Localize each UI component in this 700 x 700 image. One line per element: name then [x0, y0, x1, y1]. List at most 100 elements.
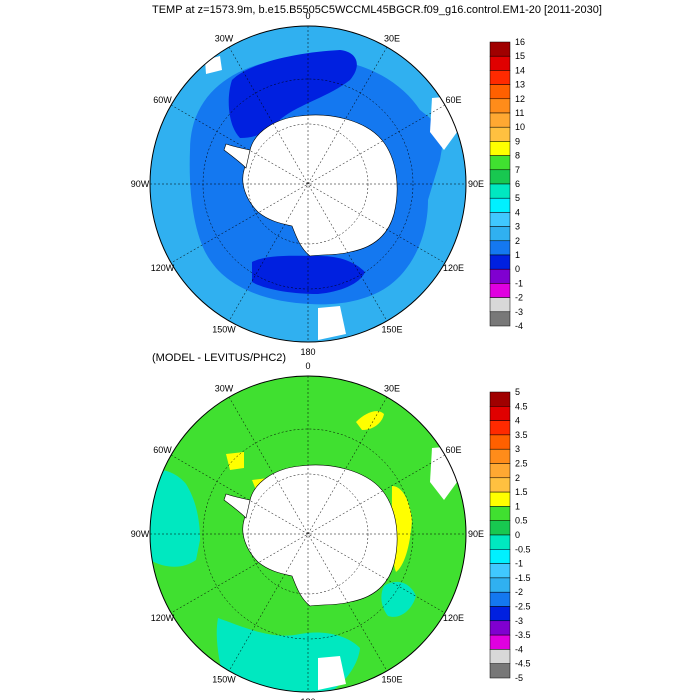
bottom-colorbar-label: -4.5 [515, 659, 531, 669]
top-colorbar-label: 6 [515, 179, 520, 189]
bottom-colorbar-box [489, 634, 511, 650]
bottom-lon-label: 180 [300, 697, 315, 700]
bottom-lon-label: 120W [151, 613, 175, 623]
bottom-lon-label: 60W [153, 445, 172, 455]
bottom-map-border [149, 375, 467, 693]
bottom-colorbar-label: 4 [515, 416, 520, 426]
bottom-colorbar-box [489, 420, 511, 436]
bottom-colorbar-box [489, 606, 511, 622]
top-colorbar-box [489, 141, 511, 156]
top-colorbar-box [489, 112, 511, 128]
bottom-yellow-patch-2 [356, 411, 384, 430]
bottom-colorbar-label: 3.5 [515, 430, 528, 440]
top-colorbar-box [489, 126, 511, 142]
bottom-lon-label: 90W [131, 529, 150, 539]
top-missing-data-2 [318, 306, 346, 340]
top-colorbar-label: 15 [515, 51, 525, 61]
top-colorbar-box [489, 254, 511, 270]
top-colorbar-label: 10 [515, 122, 525, 132]
bottom-colorbar-label: -5 [515, 673, 523, 683]
top-colorbar-box [489, 311, 511, 327]
top-colorbar-box [489, 169, 511, 185]
bottom-colorbar-box [489, 463, 511, 479]
top-lon-label: 0 [305, 11, 310, 21]
bottom-colorbar-label: 0.5 [515, 516, 528, 526]
bottom-colorbar-box [489, 620, 511, 636]
bottom-colorbar-box [489, 591, 511, 607]
top-colorbar-box [489, 55, 511, 71]
top-colorbar-label: 13 [515, 80, 525, 90]
bottom-map-title: (MODEL - LEVITUS/PHC2) [152, 352, 287, 364]
top-lon-label: 90E [468, 179, 484, 189]
bottom-colorbar-label: -1.5 [515, 573, 531, 583]
top-antarctica [242, 114, 398, 257]
bottom-lon-label: 120E [443, 613, 464, 623]
bottom-colorbar-label: 4.5 [515, 401, 528, 411]
top-colorbar-label: 4 [515, 207, 520, 217]
top-lon-label: 120W [151, 263, 175, 273]
bottom-colorbar-box [489, 520, 511, 536]
top-lon-label: 150W [212, 325, 236, 335]
bottom-colorbar-label: 0 [515, 530, 520, 540]
bottom-colorbar-box [489, 406, 511, 421]
bottom-colorbar-label: -4 [515, 644, 523, 654]
top-map-title: TEMP at z=1573.9m, b.e15.B5505C5WCCML45B… [152, 4, 602, 16]
bottom-colorbar-box [489, 491, 511, 507]
top-colorbar-label: -2 [515, 293, 523, 303]
top-colorbar-label: -1 [515, 278, 523, 288]
bottom-colorbar-box [489, 549, 511, 564]
top-colorbar-box [489, 226, 511, 242]
top-colorbar-box [489, 41, 511, 57]
bottom-lon-label: 150W [212, 675, 236, 685]
bottom-lon-label: 30E [384, 384, 400, 394]
bottom-longitude-labels: 0 30E 60E 90E 120E 150E 180 150W 120W 90W 60W 30W [131, 361, 484, 700]
bottom-lon-label: 150E [381, 675, 402, 685]
top-colorbar-box [489, 297, 511, 313]
top-map-border [149, 25, 467, 343]
top-colorbar-box [489, 283, 511, 298]
bottom-colorbar-box [489, 563, 511, 579]
top-colorbar-box [489, 240, 511, 256]
top-colorbar-label: 16 [515, 37, 525, 47]
bottom-colorbar-box [489, 477, 511, 493]
bottom-cyan-region-west [150, 469, 200, 567]
bottom-peninsula [223, 493, 251, 519]
bottom-lon-label: 60E [445, 445, 461, 455]
top-lon-label: 60E [445, 95, 461, 105]
bottom-colorbar-label: -1 [515, 559, 523, 569]
top-lon-label: 90W [131, 179, 150, 189]
bottom-colorbar-label: -2 [515, 587, 523, 597]
top-colorbar-box [489, 155, 511, 171]
bottom-colorbar-label: 1 [515, 501, 520, 511]
bottom-colorbar-box [489, 506, 511, 521]
top-colorbar-box [489, 212, 511, 227]
top-lon-label: 60W [153, 95, 172, 105]
bottom-colorbar-label: -3.5 [515, 630, 531, 640]
top-colorbar-label: 2 [515, 236, 520, 246]
top-colorbar-label: -4 [515, 321, 523, 331]
bottom-colorbar-label: 3 [515, 444, 520, 454]
top-colorbar-label: 14 [515, 65, 525, 75]
top-lon-label: 30W [215, 34, 234, 44]
bottom-lon-label: 0 [305, 361, 310, 371]
top-colorbar-box [489, 183, 511, 199]
bottom-colorbar-box [489, 663, 511, 679]
bottom-yellow-patch-3 [226, 452, 244, 470]
bottom-antarctica [242, 464, 398, 607]
top-colorbar-label: 8 [515, 151, 520, 161]
top-longitude-labels: 0 30E 60E 90E 120E 150E 180 150W 120W 90W 60W 30W [131, 11, 484, 357]
top-colorbar-box [489, 98, 511, 114]
top-colorbar-label: 7 [515, 165, 520, 175]
top-colorbar-box [489, 268, 511, 284]
top-colorbar-label: 12 [515, 94, 525, 104]
bottom-polar-map: 0 30E 60E 90E 120E 150E 180 150W 120W 90W 60W 30W 5… [131, 361, 531, 700]
bottom-lon-label: 30W [215, 384, 234, 394]
bottom-colorbar: 5 4.5 4 3.5 3 2.5 2 1.5 1 0.5 0 -0.5 -1 -1.5 -2 -2.5 -3 -… [489, 387, 531, 683]
top-colorbar-label: 0 [515, 264, 520, 274]
top-colorbar-box [489, 197, 511, 213]
bottom-colorbar-box [489, 649, 511, 664]
top-colorbar-label: -3 [515, 307, 523, 317]
